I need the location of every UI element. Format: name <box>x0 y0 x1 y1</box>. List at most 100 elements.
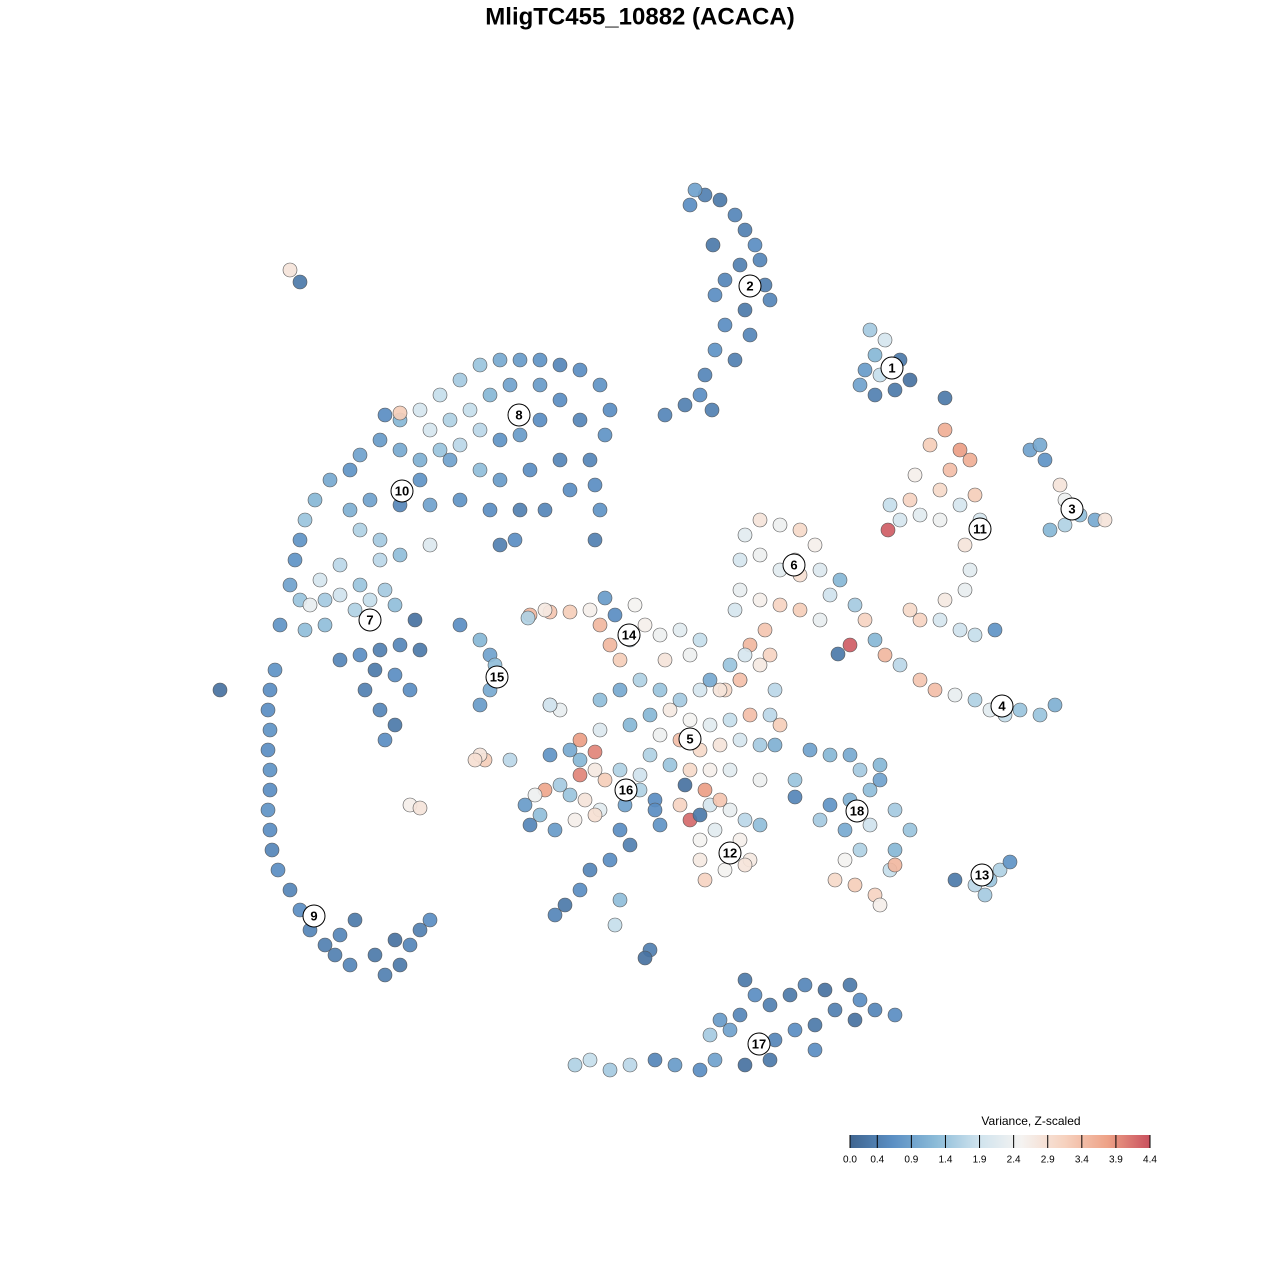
point <box>602 637 618 653</box>
colorbar-ramp <box>850 1135 1150 1148</box>
point <box>842 747 858 763</box>
point <box>847 1012 863 1028</box>
point <box>692 387 708 403</box>
point <box>737 812 753 828</box>
point <box>967 627 983 643</box>
point <box>932 612 948 628</box>
point <box>672 797 688 813</box>
point <box>807 1042 823 1058</box>
point <box>537 602 553 618</box>
point <box>392 637 408 653</box>
point <box>822 797 838 813</box>
point <box>372 532 388 548</box>
point <box>622 1057 638 1073</box>
cluster-label: 14 <box>622 627 637 642</box>
point <box>727 207 743 223</box>
point <box>887 842 903 858</box>
point <box>582 602 598 618</box>
point <box>692 1062 708 1078</box>
point <box>512 427 528 443</box>
point <box>667 1057 683 1073</box>
point <box>947 687 963 703</box>
cluster-label: 10 <box>395 483 409 498</box>
point <box>1032 437 1048 453</box>
cluster-label: 1 <box>888 360 895 375</box>
point <box>787 772 803 788</box>
point <box>492 432 508 448</box>
point <box>262 682 278 698</box>
cluster-marker <box>617 623 641 647</box>
point <box>592 502 608 518</box>
cluster-marker <box>738 274 762 298</box>
point <box>352 577 368 593</box>
point <box>812 812 828 828</box>
point <box>517 797 533 813</box>
point <box>262 822 278 838</box>
point <box>557 897 573 913</box>
point <box>472 422 488 438</box>
point <box>867 387 883 403</box>
point <box>822 747 838 763</box>
point <box>857 362 873 378</box>
point <box>977 887 993 903</box>
point <box>212 682 228 698</box>
point <box>727 602 743 618</box>
point <box>862 322 878 338</box>
point <box>702 672 718 688</box>
point <box>572 412 588 428</box>
point <box>902 372 918 388</box>
point <box>632 767 648 783</box>
point <box>812 562 828 578</box>
point <box>752 817 768 833</box>
point <box>387 667 403 683</box>
point <box>697 782 713 798</box>
point <box>602 852 618 868</box>
point <box>817 982 833 998</box>
point <box>412 642 428 658</box>
point <box>732 1007 748 1023</box>
point <box>587 477 603 493</box>
colorbar-tick-label: 2.4 <box>1007 1155 1021 1166</box>
point <box>582 862 598 878</box>
point <box>705 237 721 253</box>
point <box>717 317 733 333</box>
cluster-marker <box>747 1032 771 1056</box>
points <box>212 182 1113 1078</box>
point <box>847 877 863 893</box>
cluster-marker <box>390 479 414 503</box>
point <box>342 502 358 518</box>
point <box>747 237 763 253</box>
point <box>852 762 868 778</box>
point <box>842 637 858 653</box>
point <box>737 972 753 988</box>
point <box>912 612 928 628</box>
point <box>662 702 678 718</box>
point <box>402 682 418 698</box>
point <box>932 512 948 528</box>
colorbar-title: Variance, Z-scaled <box>981 1114 1080 1128</box>
chart-title: MligTC455_10882 (ACACA) <box>485 3 794 30</box>
point <box>372 702 388 718</box>
point <box>587 762 603 778</box>
point <box>702 717 718 733</box>
point <box>722 802 738 818</box>
point <box>697 367 713 383</box>
point <box>732 732 748 748</box>
point <box>422 422 438 438</box>
point <box>357 682 373 698</box>
point <box>652 817 668 833</box>
point <box>912 672 928 688</box>
point <box>752 547 768 563</box>
point <box>787 789 803 805</box>
point <box>362 492 378 508</box>
point <box>802 742 818 758</box>
point <box>262 722 278 738</box>
point <box>492 352 508 368</box>
cluster-marker <box>968 517 992 541</box>
point <box>957 537 973 553</box>
point <box>482 387 498 403</box>
point <box>512 352 528 368</box>
point <box>967 692 983 708</box>
point <box>717 862 733 878</box>
